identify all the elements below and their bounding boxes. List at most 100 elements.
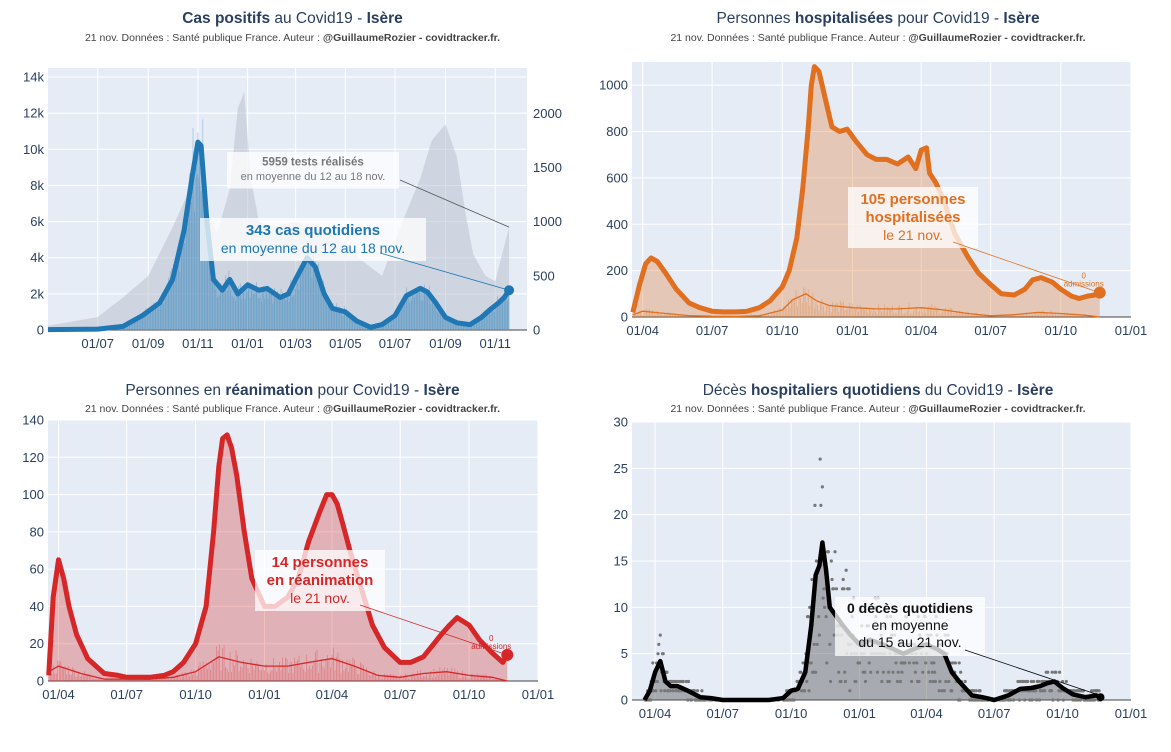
- y-tick-label: 400: [606, 217, 628, 232]
- y-tick-label: 0: [621, 310, 628, 325]
- daily-death-dot: [802, 689, 807, 693]
- x-tick-label: 01/11: [182, 336, 214, 351]
- daily-death-dot: [813, 503, 817, 507]
- daily-death-dot: [661, 652, 665, 656]
- annotation-subtitle: en moyenne: [871, 617, 948, 633]
- daily-death-dot: [927, 670, 931, 674]
- chart-title: Cas positifs au Covid19 - Isère: [182, 10, 403, 27]
- daily-death-dot: [833, 550, 837, 554]
- daily-death-dot: [686, 698, 690, 702]
- daily-death-dot: [801, 661, 805, 665]
- daily-death-dot: [834, 587, 839, 591]
- daily-death-dot: [880, 679, 884, 684]
- occupancy-line: [630, 64, 1101, 315]
- daily-death-dot: [951, 661, 955, 665]
- admissions-value: 0: [1081, 272, 1086, 281]
- daily-death-dot: [1031, 679, 1036, 684]
- admissions-line: [48, 656, 508, 682]
- daily-death-dot: [837, 670, 841, 674]
- daily-death-dot: [963, 679, 967, 684]
- y-tick-label: 200: [606, 263, 628, 278]
- y-tick-label: 20: [30, 636, 44, 651]
- x-tick-label: 01/01: [522, 687, 555, 702]
- y-tick-label: 40: [30, 599, 44, 614]
- daily-death-dot: [863, 679, 868, 684]
- daily-death-dot: [814, 559, 819, 563]
- y-tick-label: 10k: [23, 142, 44, 157]
- daily-death-dot: [658, 633, 662, 637]
- daily-death-dot: [933, 670, 937, 674]
- x-tick-label: 01/10: [179, 687, 212, 702]
- daily-death-dot: [817, 615, 821, 619]
- daily-death-dot: [799, 670, 803, 674]
- daily-death-dot: [937, 689, 941, 693]
- x-tick-label: 01/01: [231, 336, 264, 351]
- y-tick-label: 5: [621, 646, 628, 661]
- daily-death-dot: [932, 661, 936, 665]
- chart-subtitle: 21 nov. Données : Santé publique France.…: [670, 32, 1086, 44]
- x-tick-label: 01/10: [1045, 323, 1078, 338]
- daily-death-dot: [1011, 698, 1016, 702]
- daily-death-dot: [938, 679, 942, 684]
- daily-death-dot: [903, 661, 907, 665]
- daily-death-dot: [839, 679, 843, 684]
- daily-death-dot: [895, 679, 900, 684]
- daily-death-dot: [928, 679, 932, 684]
- daily-death-dot: [809, 661, 813, 665]
- daily-death-dot: [940, 689, 944, 693]
- daily-death-dot: [875, 670, 880, 674]
- daily-death-dot: [1008, 698, 1013, 702]
- annotation-arrow: [359, 604, 502, 654]
- daily-death-dot: [824, 615, 828, 619]
- x-tick-label: 01/01: [843, 706, 876, 721]
- y-tick-label: 12k: [23, 106, 44, 121]
- daily-death-dot: [1078, 698, 1083, 702]
- last-point-marker: [1096, 693, 1105, 702]
- daily-death-dot: [886, 670, 891, 674]
- daily-death-dot: [812, 642, 816, 646]
- daily-death-dot: [978, 689, 982, 693]
- chart-dc: Décès hospitaliers quotidiens du Covid19…: [585, 372, 1171, 752]
- daily-death-dot: [1064, 679, 1068, 684]
- annotation-subtitle: en moyenne du 12 au 18 nov.: [241, 171, 386, 183]
- daily-death-dot: [1037, 698, 1042, 702]
- chart-subtitle: 21 nov. Données : Santé publique France.…: [84, 32, 501, 44]
- x-tick-label: 01/01: [1115, 323, 1148, 338]
- last-point-marker: [501, 648, 514, 661]
- x-tick-label: 01/07: [384, 687, 417, 702]
- annotation-title: 0 décès quotidiens: [847, 600, 973, 616]
- daily-death-dot: [887, 679, 891, 684]
- last-point-marker: [1093, 286, 1106, 299]
- annotation-box: [227, 152, 399, 189]
- daily-death-dot: [648, 698, 653, 702]
- daily-death-dot: [1026, 679, 1030, 684]
- daily-death-dot: [825, 661, 829, 665]
- x-tick-label: 01/10: [453, 687, 486, 702]
- annotation-arrow: [952, 241, 1094, 292]
- daily-death-dot: [819, 503, 823, 507]
- daily-death-dot: [1037, 679, 1041, 684]
- daily-death-dot: [823, 605, 827, 609]
- annotation-title: 5959 tests réalisés: [262, 157, 364, 169]
- daily-death-dot: [1046, 670, 1050, 674]
- daily-death-dot: [947, 679, 951, 684]
- x-tick-label: 01/01: [836, 323, 869, 338]
- daily-death-dot: [907, 661, 911, 665]
- daily-death-dot: [900, 670, 904, 674]
- daily-death-dot: [826, 550, 830, 554]
- daily-death-dot: [957, 661, 961, 665]
- daily-death-dot: [1051, 698, 1055, 702]
- chart-hosp-plot: 0 200 400 600 800 1000 01/04 01/07 01/10 01/01 01/…: [599, 62, 1148, 338]
- daily-death-dot: [656, 652, 660, 656]
- daily-death-dot: [912, 661, 916, 665]
- occupancy-area: [48, 434, 508, 681]
- y-tick-label: 8k: [30, 178, 44, 193]
- chart-subtitle: 21 nov. Données : Santé publique France.…: [670, 403, 1086, 415]
- daily-death-dot: [1034, 689, 1038, 693]
- y-tick-label: 4k: [30, 250, 44, 265]
- x-tick-label: 01/10: [1046, 706, 1079, 721]
- daily-death-dot: [917, 679, 921, 684]
- daily-death-dot: [829, 559, 833, 563]
